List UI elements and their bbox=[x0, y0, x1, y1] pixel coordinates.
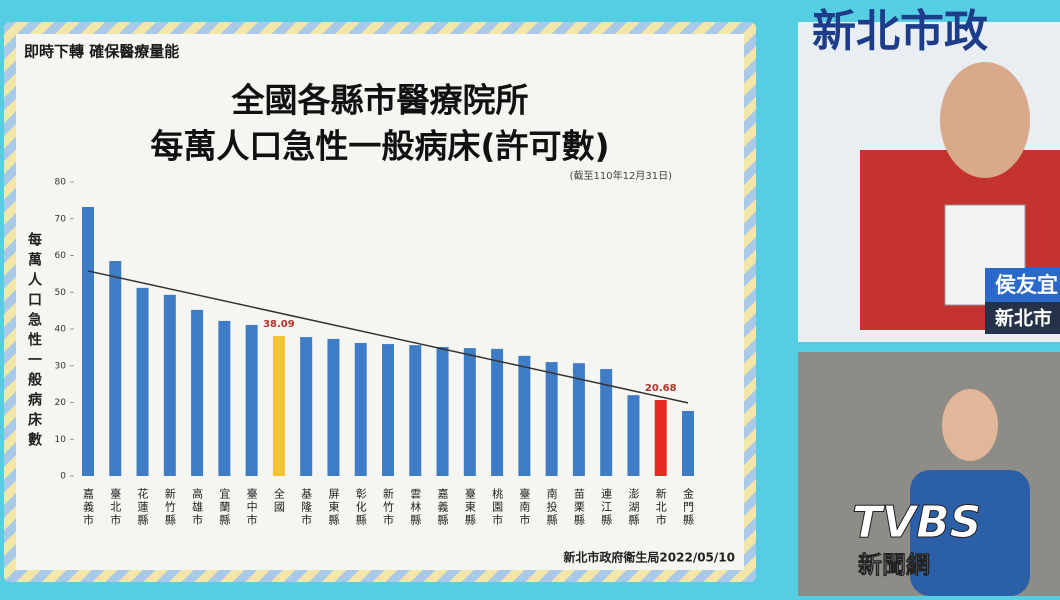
bar bbox=[382, 344, 394, 476]
speaker-title: 新北市 bbox=[995, 307, 1052, 330]
bar bbox=[545, 362, 558, 476]
x-tick-label: 全國 bbox=[272, 487, 285, 514]
bar bbox=[82, 206, 94, 477]
bar bbox=[191, 309, 204, 476]
speaker-name: 侯友宜 bbox=[995, 273, 1058, 297]
bar bbox=[218, 320, 231, 476]
logo: TVBS bbox=[852, 497, 981, 548]
bar bbox=[109, 261, 122, 476]
bar bbox=[327, 338, 340, 476]
bar bbox=[163, 294, 176, 476]
x-tick-label: 彰化縣 bbox=[354, 487, 367, 527]
backdrop-text: 新北市政 bbox=[812, 6, 988, 57]
bar bbox=[572, 363, 585, 476]
title-plate bbox=[985, 302, 1060, 334]
speaker-head bbox=[940, 62, 1030, 178]
bar bbox=[600, 369, 613, 476]
logo-sub: 新聞網 bbox=[858, 551, 930, 579]
bar bbox=[409, 345, 422, 476]
bar bbox=[354, 342, 367, 476]
x-tick-label: 宜蘭縣 bbox=[218, 487, 231, 527]
x-tick-label: 桃園市 bbox=[491, 487, 504, 527]
y-tick-label: 80 bbox=[55, 178, 67, 188]
bar bbox=[136, 287, 149, 476]
source: 新北市政府衛生局2022/05/10 bbox=[563, 550, 735, 565]
y-tick-label: 10 bbox=[55, 435, 67, 445]
x-tick-label: 新竹市 bbox=[382, 487, 395, 527]
x-tick-label: 苗栗縣 bbox=[572, 488, 585, 527]
interpreter-head bbox=[942, 389, 998, 461]
x-tick-label: 澎湖縣 bbox=[627, 488, 640, 527]
y-tick-label: 20 bbox=[55, 398, 67, 408]
x-tick-label: 臺中市 bbox=[245, 487, 258, 527]
y-tick-label: 30 bbox=[55, 361, 67, 371]
value-label: 38.09 bbox=[263, 319, 295, 330]
header: 即時下轉 確保醫療量能 bbox=[24, 43, 179, 61]
x-tick-label: 金門縣 bbox=[682, 487, 695, 527]
x-tick-label: 臺南市 bbox=[518, 487, 531, 527]
x-tick-label: 嘉義市 bbox=[82, 487, 95, 527]
bar bbox=[463, 348, 476, 476]
plot: 0 10 20 30 40 50 60 70 80 嘉義市 臺北市 花蓮縣 新竹縣 高雄市 宜蘭縣 臺中市 全國… bbox=[55, 178, 695, 528]
y-tick-label: 0 bbox=[60, 472, 66, 482]
bar bbox=[491, 348, 504, 476]
value-label: 20.68 bbox=[645, 383, 677, 394]
x-tick-label: 新竹縣 bbox=[163, 487, 176, 527]
x-tick-label: 嘉義縣 bbox=[436, 487, 449, 527]
y-tick-label: 50 bbox=[55, 288, 67, 298]
x-tick-label: 屏東縣 bbox=[327, 488, 340, 527]
y-tick-label: 70 bbox=[55, 214, 67, 224]
bar bbox=[300, 337, 313, 476]
interpreter-body bbox=[910, 470, 1030, 596]
bar bbox=[436, 347, 449, 476]
chart-subtitle: (截至110年12月31日) bbox=[570, 169, 672, 182]
chart-title: 全國各縣市醫療院所 bbox=[231, 81, 529, 120]
x-tick-label: 花蓮縣 bbox=[136, 488, 149, 527]
bar bbox=[654, 400, 667, 476]
bar bbox=[518, 355, 531, 476]
y-tick-label: 60 bbox=[55, 251, 67, 261]
x-tick-label: 雲林縣 bbox=[409, 488, 422, 527]
x-tick-label: 臺北市 bbox=[109, 487, 122, 527]
x-tick-label: 新北市 bbox=[654, 487, 667, 527]
bar bbox=[682, 410, 694, 476]
x-tick-label: 基隆市 bbox=[300, 488, 313, 527]
bar bbox=[272, 336, 285, 476]
x-tick-label: 臺東縣 bbox=[463, 487, 476, 527]
trendline bbox=[87, 270, 689, 404]
bar bbox=[627, 395, 640, 476]
y-axis-label: 每萬人口急性一般病床數 bbox=[26, 231, 42, 452]
bar bbox=[245, 324, 258, 476]
x-tick-label: 高雄市 bbox=[191, 487, 204, 527]
y-tick-label: 40 bbox=[55, 325, 67, 335]
x-tick-label: 連江縣 bbox=[600, 487, 613, 527]
name-plate bbox=[985, 268, 1060, 302]
chart-title: 每萬人口急性一般病床(許可數) bbox=[150, 127, 609, 166]
x-tick-label: 南投縣 bbox=[545, 488, 558, 527]
